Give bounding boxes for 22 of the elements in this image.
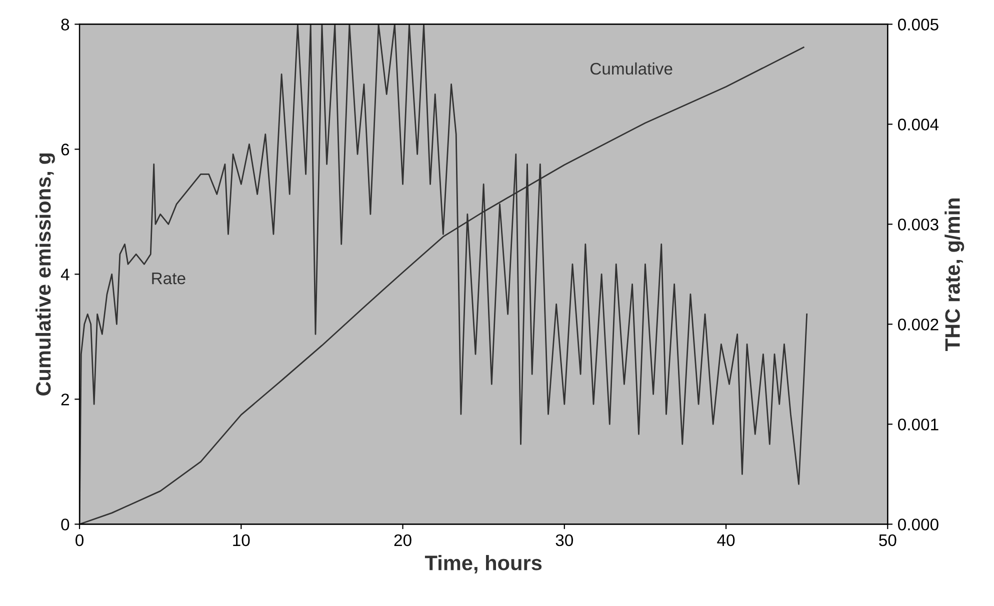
y2-axis-title: THC rate, g/min bbox=[944, 198, 964, 351]
y2-tick-label: 0.004 bbox=[898, 118, 939, 130]
y-tick-label: 6 bbox=[61, 144, 70, 156]
y-tick-label: 2 bbox=[61, 394, 69, 406]
x-tick-label: 30 bbox=[556, 534, 574, 546]
x-tick-label: 50 bbox=[879, 534, 896, 546]
y-tick-label: 0 bbox=[61, 518, 70, 530]
series-label: Rate bbox=[152, 272, 186, 284]
x-tick-label: 0 bbox=[76, 534, 84, 546]
y2-tick-label: 0.005 bbox=[898, 18, 938, 30]
x-axis-title: Time, hours bbox=[424, 555, 542, 574]
x-tick-label: 20 bbox=[394, 534, 412, 546]
y2-tick-label: 0.002 bbox=[898, 318, 938, 330]
series-label: Cumulative bbox=[590, 62, 672, 75]
x-tick-label: 10 bbox=[233, 534, 250, 546]
x-tick-label: 40 bbox=[717, 534, 735, 546]
y2-tick-label: 0.000 bbox=[898, 518, 938, 530]
y-tick-label: 8 bbox=[61, 18, 70, 30]
y2-tick-label: 0.001 bbox=[898, 418, 938, 430]
y-axis-title: Cumulative emissions, g bbox=[35, 153, 55, 396]
y-tick-label: 4 bbox=[60, 268, 70, 280]
y2-tick-label: 0.003 bbox=[898, 218, 938, 230]
